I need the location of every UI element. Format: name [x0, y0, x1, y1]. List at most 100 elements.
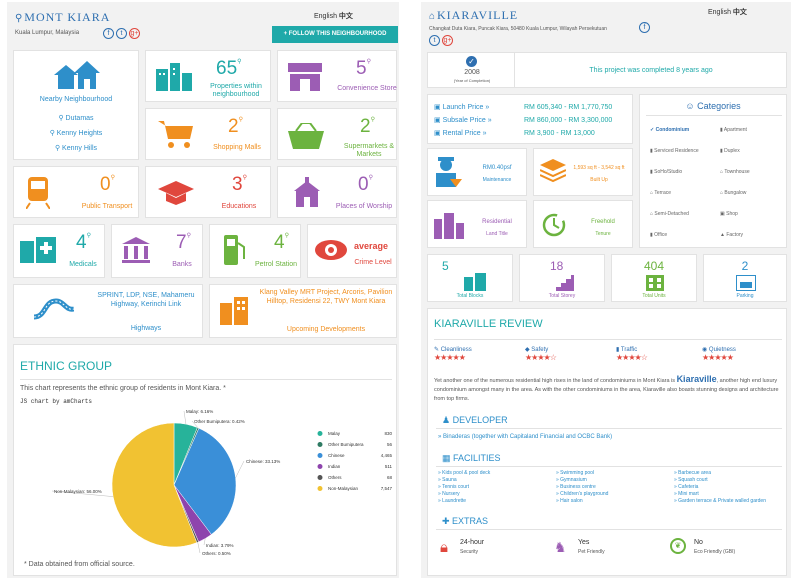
stat-public-transport[interactable]: 0⚲ Public Transport [13, 166, 139, 218]
category-condominium[interactable]: ✓ Condominium [650, 127, 690, 133]
map-marker-icon: ⚲ [54, 145, 63, 152]
chart-credit[interactable]: JS chart by amCharts [20, 398, 93, 405]
building-icon: ▮ [720, 127, 724, 133]
twitter-icon[interactable]: t [429, 35, 440, 46]
stat-shopping-malls[interactable]: 2⚲ Shopping Malls [145, 108, 271, 160]
quietness-label: ◉ Quietness [702, 347, 736, 353]
stat-label: Supermarkets & Markets [343, 143, 395, 158]
category-semi-detached[interactable]: ⌂ Semi-Detached [650, 211, 689, 217]
category-duplex[interactable]: ▮ Duplex [720, 148, 740, 154]
clock-icon [542, 213, 566, 237]
category-apartment[interactable]: ▮ Apartment [720, 127, 747, 133]
category-office[interactable]: ▮ Office [650, 232, 668, 238]
legend-value: 4,465 [381, 453, 393, 458]
price-tag-icon: ▣ [434, 117, 443, 124]
stat-places-of-worship[interactable]: 0⚲ Places of Worship [277, 166, 397, 218]
facility-item: » Cafeteria [674, 484, 699, 490]
map-marker-icon: ⚲ [49, 130, 57, 137]
legend-label[interactable]: Malay [328, 431, 341, 436]
factory-icon: ▲ [720, 232, 727, 238]
legend-label[interactable]: Chinese [328, 453, 345, 458]
category-factory[interactable]: ▲ Factory [720, 232, 744, 238]
lang-english[interactable]: English [314, 13, 337, 20]
eye-icon [315, 240, 347, 260]
property-title: KIARAVILLE [437, 8, 519, 22]
worker-icon [436, 157, 462, 187]
twitter-icon[interactable]: t [116, 28, 127, 39]
stat-number: 65⚲ [216, 58, 242, 79]
googleplus-icon[interactable]: g+ [129, 28, 140, 39]
stat-medicals[interactable]: 4⚲ Medicals [13, 224, 105, 278]
rental-price-label[interactable]: ▣ Rental Price » [434, 130, 487, 137]
facility-item: » Swimming pool [556, 470, 595, 476]
lang-english[interactable]: English [708, 9, 731, 16]
house-icon: ⌂ [650, 211, 655, 217]
nearby-neighbourhood-card: Nearby Neighbourhood ⚲ Dutamas ⚲ Kenny H… [13, 50, 139, 160]
pie-slice-label: Other Bumiputera: 0.42% [194, 419, 245, 424]
categories-title: ☺ Categories [685, 101, 741, 111]
facility-item: » Laundrette [438, 498, 467, 504]
developer-name[interactable]: » Binaderas (together with Capitaland Fi… [438, 434, 613, 440]
pie-slice-label: Indian: 3.79% [206, 543, 234, 548]
property-address: Changkat Duta Kiara, Puncak Kiara, 50480… [429, 26, 607, 32]
facilities-col-3: » Barbecue area» Squash court» Cafeteria… [674, 470, 766, 505]
facebook-icon[interactable]: f [103, 28, 114, 39]
stat-educations[interactable]: 3⚲ Educations [145, 166, 271, 218]
category-serviced-residence[interactable]: ▮ Serviced Residence [650, 148, 699, 154]
buildings-icon [156, 63, 192, 91]
facility-item: » Nursery [438, 491, 460, 497]
pie-leader-line [203, 538, 206, 546]
neighbourhood-title: MONT KIARA [24, 10, 111, 24]
completion-year-label: (Year of Completion) [453, 78, 491, 83]
subsale-price-label[interactable]: ▣ Subsale Price » [434, 117, 492, 124]
category-shop[interactable]: ▣ Shop [720, 211, 738, 217]
nearby-item[interactable]: ⚲ Kenny Hills [54, 145, 98, 152]
category-terrace[interactable]: ⌂ Terrace [650, 190, 672, 196]
divider [436, 428, 782, 429]
legend-label[interactable]: Others [328, 475, 342, 480]
crime-level-value: average [354, 241, 389, 251]
pie-leader-line [197, 542, 201, 554]
review-brand: Kiaraville [676, 374, 717, 384]
category-townhouse[interactable]: ⌂ Townhouse [720, 169, 750, 175]
shopping-cart-icon [158, 121, 193, 148]
category-bungalow[interactable]: ⌂ Bungalow [720, 190, 747, 196]
total-units-card: 404 Total Units [611, 254, 697, 302]
review-card: KIARAVILLE REVIEW ✎ Cleanliness ★★★★★ ◆ S… [427, 308, 787, 576]
category-soho-studio[interactable]: ▮ SoHo/Studio [650, 169, 683, 175]
follow-neighbourhood-button[interactable]: + FOLLOW THIS NEIGHBOURHOOD [272, 26, 398, 43]
facility-item: » Mini mart [674, 491, 699, 497]
plus-icon: + [283, 31, 289, 37]
stat-supermarkets[interactable]: 2⚲ Supermarkets & Markets [277, 108, 397, 160]
legend-label[interactable]: Other Bumiputera [328, 442, 364, 447]
check-icon: ✓ [650, 127, 656, 133]
stat-crime-level[interactable]: average Crime Level [307, 224, 397, 278]
legend-marker [317, 464, 323, 469]
stat-properties[interactable]: 65⚲ Properties within neighbourhood [145, 50, 271, 102]
stat-banks[interactable]: 7⚲ Banks [111, 224, 203, 278]
stat-convenience-store[interactable]: 5⚲ Convenience Store [277, 50, 397, 102]
quietness-stars: ★★★★★ [702, 353, 734, 362]
launch-price-label[interactable]: ▣ Launch Price » [434, 104, 490, 111]
car-park-icon [736, 275, 756, 291]
lang-chinese[interactable]: 中文 [338, 13, 353, 20]
facebook-icon[interactable]: f [639, 22, 650, 33]
stat-label: Properties within neighbourhood [210, 83, 262, 98]
parking-card: 2 Parking [703, 254, 787, 302]
nearby-item[interactable]: ⚲ Dutamas [58, 115, 94, 122]
googleplus-icon[interactable]: g+ [442, 35, 453, 46]
stat-petrol-station[interactable]: 4⚲ Petrol Station [209, 224, 301, 278]
pie-leader-line [51, 490, 114, 497]
lang-chinese[interactable]: 中文 [732, 9, 747, 16]
nearby-title: Nearby Neighbourhood [39, 96, 113, 103]
store-icon [288, 63, 322, 91]
pie-slice-chinese[interactable] [173, 427, 237, 535]
stat-number: 4⚲ [76, 232, 91, 253]
legend-label[interactable]: Non-Malaysian [328, 486, 359, 491]
legend-label[interactable]: Indian [328, 464, 341, 469]
nearby-item[interactable]: ⚲ Kenny Heights [49, 130, 103, 137]
tenure-value: Freehold [591, 219, 615, 225]
stat-label: Places of Worship [335, 203, 393, 210]
hospital-icon [20, 237, 56, 263]
house-icon: ⌂ [720, 190, 725, 196]
